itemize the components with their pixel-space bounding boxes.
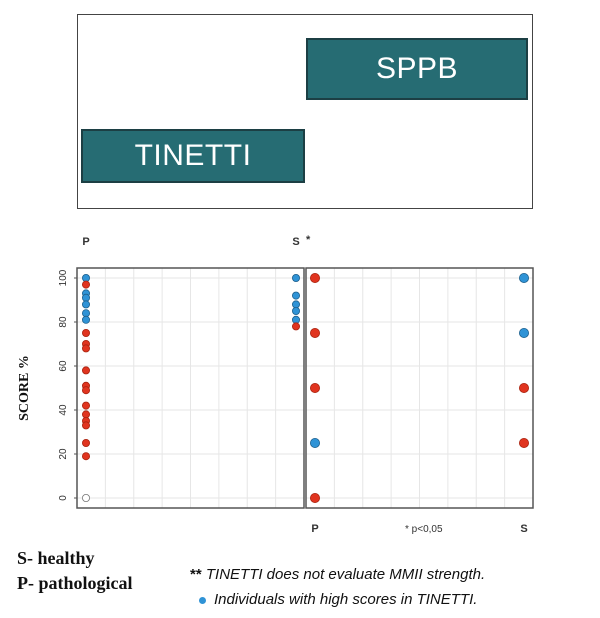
y-tick-label: 100 xyxy=(58,269,69,286)
data-point xyxy=(82,386,91,395)
p-value-annotation: * p<0,05 xyxy=(405,524,443,535)
key-pathological: P- pathological xyxy=(17,573,133,593)
data-point xyxy=(291,322,300,331)
data-point xyxy=(519,327,530,338)
data-point xyxy=(309,437,320,448)
y-tick-label: 40 xyxy=(58,404,69,416)
data-point xyxy=(82,273,91,282)
data-point xyxy=(82,438,91,447)
significance-star: * xyxy=(306,234,311,246)
data-point xyxy=(82,280,91,289)
data-point xyxy=(82,452,91,461)
data-point xyxy=(519,272,530,283)
data-point xyxy=(82,293,91,302)
y-tick-label: 80 xyxy=(58,316,69,328)
data-point xyxy=(82,410,91,419)
key-healthy: S- healthy xyxy=(17,548,95,568)
data-point xyxy=(519,382,530,393)
data-point xyxy=(82,366,91,375)
note-tinetti-text: TINETTI does not evaluate MMII strength. xyxy=(205,566,486,583)
data-point xyxy=(309,492,320,503)
y-tick-label: 20 xyxy=(58,448,69,460)
data-point xyxy=(291,315,300,324)
data-point xyxy=(82,309,91,318)
data-point xyxy=(82,401,91,410)
tinetti-label-bar: TINETTI xyxy=(81,129,305,183)
panel-border xyxy=(76,267,305,509)
category-label-s: S xyxy=(292,236,299,248)
y-tick-label: 0 xyxy=(58,495,69,501)
data-point xyxy=(82,344,91,353)
note-stars: ** xyxy=(190,566,202,583)
sppb-label-bar: SPPB xyxy=(306,38,528,100)
category-label-p: P xyxy=(311,523,318,535)
y-axis-label: SCORE % xyxy=(17,355,32,421)
note-blue: Individuals with high scores in TINETTI. xyxy=(199,591,477,608)
data-point xyxy=(291,300,300,309)
data-point xyxy=(82,493,91,502)
data-point xyxy=(291,291,300,300)
data-point xyxy=(309,382,320,393)
category-label-p: P xyxy=(82,236,89,248)
data-point xyxy=(291,273,300,282)
note-blue-text: Individuals with high scores in TINETTI. xyxy=(214,591,478,608)
category-label-s: S xyxy=(520,523,527,535)
data-point xyxy=(291,306,300,315)
panel-border xyxy=(305,267,534,509)
data-point xyxy=(309,272,320,283)
data-point xyxy=(82,300,91,309)
panel-legend-box: SPPB TINETTI xyxy=(77,14,533,209)
data-point xyxy=(82,315,91,324)
note-tinetti: ** TINETTI does not evaluate MMII streng… xyxy=(190,566,485,583)
data-point xyxy=(519,437,530,448)
data-point xyxy=(82,328,91,337)
data-point xyxy=(82,421,91,430)
data-point xyxy=(309,327,320,338)
blue-dot-icon xyxy=(199,596,206,604)
y-tick-label: 60 xyxy=(58,360,69,372)
